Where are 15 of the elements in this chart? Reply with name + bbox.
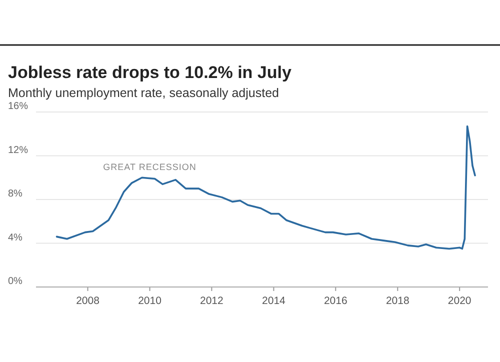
- x-tick-label: 2008: [76, 295, 100, 307]
- y-tick-label: 12%: [8, 144, 28, 156]
- x-tick-label: 2018: [386, 295, 410, 307]
- chart-subtitle: Monthly unemployment rate, seasonally adjusted: [8, 86, 280, 100]
- x-tick-label: 2014: [262, 295, 286, 307]
- y-tick-label: 4%: [8, 232, 23, 244]
- y-tick-label: 0%: [8, 276, 23, 287]
- x-tick-label: 2020: [448, 295, 472, 307]
- annotation: GREAT RECESSION: [103, 162, 196, 172]
- chart-title: Jobless rate drops to 10.2% in July: [8, 63, 292, 82]
- x-tick-label: 2012: [200, 295, 224, 307]
- y-tick-label: 16%: [8, 101, 28, 112]
- x-tick-label: 2010: [138, 295, 162, 307]
- y-tick-label: 8%: [8, 188, 23, 200]
- x-tick-label: 2016: [324, 295, 348, 307]
